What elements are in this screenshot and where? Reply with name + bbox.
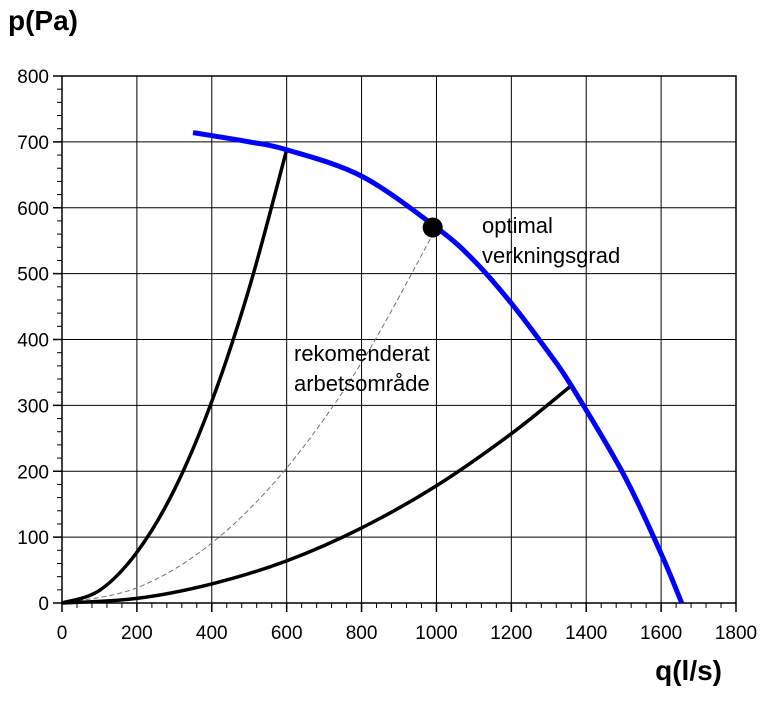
x-tick-label: 200	[121, 623, 153, 644]
x-axis-label: q(l/s)	[655, 655, 722, 686]
x-tick-label: 0	[57, 623, 68, 644]
y-axis-label: p(Pa)	[8, 5, 78, 36]
y-tick-label: 700	[17, 133, 49, 154]
system-curve-steep	[61, 149, 289, 605]
x-tick-label: 1400	[565, 623, 607, 644]
x-tick-label: 1800	[715, 623, 757, 644]
system-curve-optimal	[61, 227, 437, 604]
y-tick-label: 800	[17, 67, 49, 88]
optimal-point-marker	[422, 217, 443, 238]
x-tick-label: 400	[196, 623, 228, 644]
y-axis-ticks: 0 100 200 300 400 500 600 700 800	[17, 67, 62, 615]
curves	[61, 130, 685, 605]
y-tick-label: 100	[17, 528, 49, 549]
system-curve-flat	[61, 384, 573, 605]
y-tick-label: 500	[17, 265, 49, 286]
x-tick-label: 1000	[415, 623, 457, 644]
annotation-optimal-line2: verkningsgrad	[482, 243, 620, 268]
x-axis-ticks: 0 200 400 600 800 1000 1200 1400 1600 1800	[57, 603, 757, 644]
y-tick-label: 0	[38, 594, 49, 615]
annotation-range-line1: rekomenderat	[294, 341, 430, 366]
fan-curve	[192, 130, 685, 604]
x-tick-label: 1200	[490, 623, 532, 644]
y-tick-label: 300	[17, 396, 49, 417]
major-grid	[62, 76, 736, 603]
y-tick-label: 400	[17, 331, 49, 352]
y-tick-label: 600	[17, 199, 49, 220]
y-tick-label: 200	[17, 462, 49, 483]
x-tick-label: 600	[271, 623, 303, 644]
annotation-optimal-line1: optimal	[482, 213, 553, 238]
x-tick-label: 1600	[640, 623, 682, 644]
markers	[422, 217, 443, 238]
annotation-range-line2: arbetsområde	[294, 371, 430, 396]
x-tick-label: 800	[346, 623, 378, 644]
